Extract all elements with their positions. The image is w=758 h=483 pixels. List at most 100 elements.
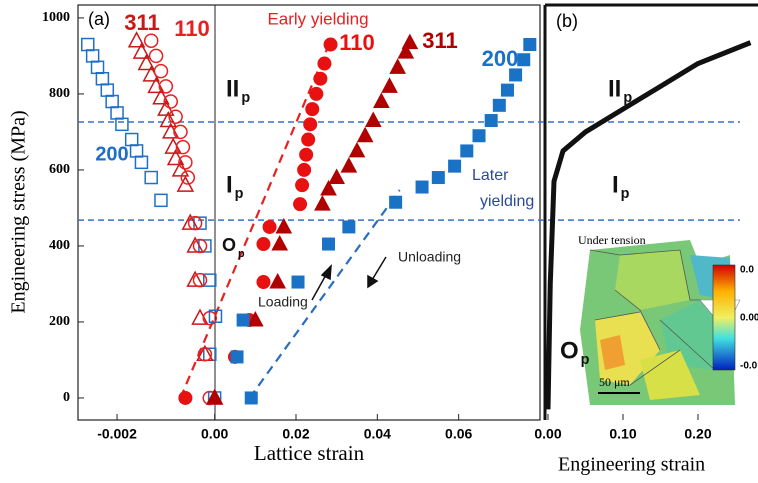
x-tick-label: 0.10	[609, 426, 636, 442]
annotation: Loading	[258, 294, 308, 310]
square-marker	[485, 115, 497, 127]
plot-area	[82, 33, 536, 405]
triangle-marker	[270, 274, 285, 288]
y-tick-label: 600	[49, 162, 70, 177]
stage-label: II	[608, 75, 621, 102]
circle-marker	[179, 391, 192, 404]
square-marker	[343, 221, 355, 233]
x-tick-label: -0.002	[97, 426, 137, 442]
inset-title: Under tension	[578, 233, 646, 247]
circle-marker	[314, 72, 327, 85]
triangle-marker	[366, 113, 381, 127]
circle-marker	[189, 217, 202, 230]
square-marker	[131, 145, 143, 157]
page: {"chart_data": [ {"type": "scatter", "pa…	[0, 0, 758, 483]
series-label: 311	[422, 28, 458, 53]
circle-marker	[159, 80, 172, 93]
square-marker	[245, 392, 257, 404]
square-marker	[292, 276, 304, 288]
stage-subscript: p	[241, 90, 250, 106]
circle-marker	[176, 141, 189, 154]
square-marker	[323, 238, 335, 250]
square-marker	[135, 156, 147, 168]
square-marker	[92, 61, 104, 73]
circle-marker	[169, 110, 182, 123]
stage-subscript: p	[623, 90, 632, 106]
panel-label: (b)	[556, 11, 578, 31]
stage-subscript: p	[238, 248, 245, 260]
circle-marker	[318, 57, 331, 70]
stage-label: O	[222, 235, 236, 255]
colorbar-label: 0.0	[740, 265, 754, 276]
panel-label: (a)	[88, 9, 110, 29]
square-marker	[231, 351, 243, 363]
y-tick-label: 1000	[42, 10, 70, 25]
circle-marker	[164, 95, 177, 108]
circle-marker	[302, 133, 315, 146]
triangle-marker	[382, 78, 397, 92]
circle-marker	[145, 34, 158, 47]
triangle-marker	[390, 59, 405, 73]
square-marker	[82, 39, 94, 51]
square-marker	[501, 84, 513, 96]
square-marker	[116, 118, 128, 130]
stage-label: I	[226, 171, 233, 198]
series-label: 200	[482, 46, 519, 71]
circle-marker	[310, 87, 323, 100]
square-marker	[96, 73, 108, 85]
x-tick-label: 0.20	[684, 426, 711, 442]
colorbar-label: 0.00	[740, 313, 758, 324]
scale-bar-label: 50 μm	[599, 375, 630, 389]
circle-marker	[300, 148, 313, 161]
square-marker	[416, 181, 428, 193]
annotation: Unloading	[398, 249, 461, 265]
circle-marker	[150, 49, 163, 62]
y-tick-label: 200	[49, 314, 70, 329]
circle-marker	[298, 163, 311, 176]
y-tick-label: 400	[49, 238, 70, 253]
colorbar-label: -0.0	[740, 361, 758, 372]
triangle-marker	[315, 196, 330, 210]
arrows	[312, 257, 386, 300]
square-marker	[237, 314, 249, 326]
circle-marker	[257, 238, 270, 251]
square-marker	[461, 145, 473, 157]
triangle-marker	[272, 236, 287, 250]
stage-subscript: p	[621, 186, 630, 202]
circle-marker	[179, 156, 192, 169]
square-marker	[106, 96, 118, 108]
square-marker	[524, 39, 536, 51]
x-tick-label: 0.04	[364, 426, 391, 442]
circle-marker	[306, 103, 319, 116]
circle-marker	[198, 348, 211, 361]
circle-marker	[203, 312, 216, 325]
y-tick-label: 800	[49, 86, 70, 101]
square-marker	[449, 160, 461, 172]
stage-label: O	[560, 337, 579, 364]
x-axis-label: Engineering strain	[558, 454, 705, 476]
annotation: Early yielding	[267, 9, 368, 28]
square-marker	[493, 99, 505, 111]
y-tick-label: 0	[63, 390, 70, 405]
circle-marker	[304, 118, 317, 131]
series-label: 110	[174, 16, 210, 41]
series-label: 110	[339, 30, 375, 55]
circle-marker	[181, 171, 194, 184]
annotation: Later	[472, 167, 509, 184]
square-marker	[518, 54, 530, 66]
triangle-marker	[276, 219, 291, 233]
square-marker	[155, 194, 167, 206]
triangle-marker	[341, 158, 356, 172]
triangle-marker	[358, 128, 373, 142]
x-tick-label: 0.02	[282, 426, 309, 442]
circle-marker	[257, 276, 270, 289]
series-label: 200	[95, 143, 128, 165]
triangle-marker	[374, 94, 389, 108]
circle-marker	[294, 198, 307, 211]
series-label: 311	[124, 10, 160, 35]
x-axis-label: Lattice strain	[254, 441, 365, 465]
stage-subscript: p	[235, 186, 244, 202]
square-marker	[145, 172, 157, 184]
x-tick-label: 0.00	[534, 426, 561, 442]
x-tick-label: 0.00	[201, 426, 228, 442]
